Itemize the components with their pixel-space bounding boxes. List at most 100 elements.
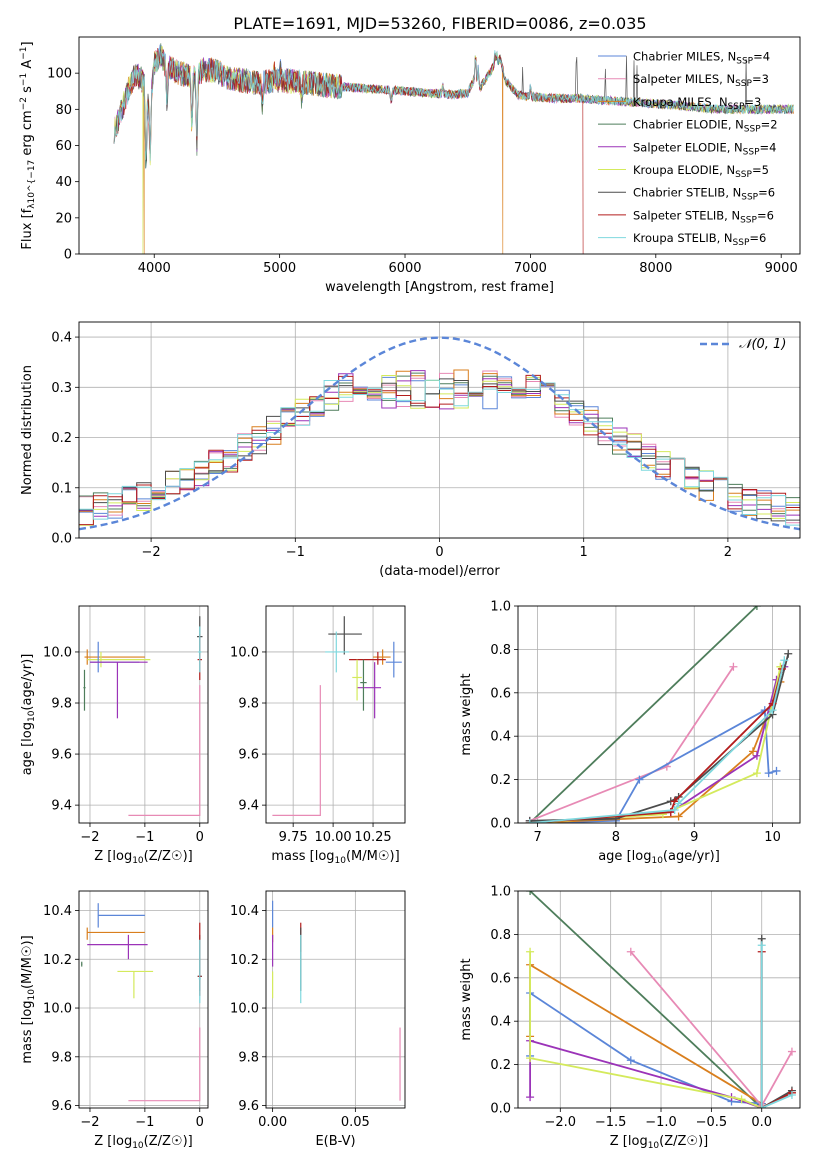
error-bars (272, 616, 402, 816)
axes-frame (517, 605, 801, 824)
series-marker (626, 947, 635, 956)
series-line (529, 951, 763, 1108)
weight-series (526, 891, 796, 1108)
error-bar-kroupa-stelib (300, 934, 302, 1004)
label-part: mass weight (459, 673, 474, 755)
series-marker (787, 1047, 796, 1056)
label-part: =4 (753, 50, 770, 64)
error-bar-chabrier-miles (385, 641, 402, 678)
x-axis-label: age [log10​(age/yr)] (598, 849, 720, 866)
y-tick-label: 10.0 (43, 1002, 72, 1017)
series-marker (674, 799, 683, 808)
series-chabrier-elodie (526, 891, 766, 1108)
x-tick-label: 5000 (263, 261, 296, 276)
y-tick-label: 0.0 (490, 1102, 511, 1117)
y-tick-label: 9.6 (238, 748, 259, 763)
label-part: age [log (598, 849, 651, 864)
x-tick-label: 0.0 (751, 1115, 772, 1130)
y-tick-label: 9.4 (238, 799, 259, 814)
y-tick-label: 0.1 (51, 481, 72, 496)
series-marker (752, 606, 761, 610)
series-line (760, 951, 793, 1108)
error-bar-kroupa-elodie (117, 970, 154, 999)
axes-frame (78, 321, 801, 539)
z-mass-panel: −2 −1 0 9.6 9.8 10.0 10.2 10.4 Z [log10​(Z/Z☉)] m… (20, 890, 209, 1151)
series-marker (757, 1104, 766, 1108)
axes-frame (265, 890, 406, 1109)
series-marker (526, 1093, 535, 1102)
label-part: Z [log (610, 1134, 648, 1149)
grid-lines (79, 606, 208, 823)
legend: Chabrier MILES, NSSP​=4 Salpeter MILES, N… (598, 50, 778, 248)
x-tick-label: 0 (196, 830, 204, 845)
y-tick-label: 0.0 (490, 817, 511, 832)
y-tick-label: 1.0 (490, 600, 511, 615)
label-part: (data-model)/error (379, 564, 500, 579)
label-part: (Z/Z☉)] (659, 1134, 708, 1149)
series-line (529, 666, 786, 823)
error-bar-salpeter-elodie (87, 934, 148, 960)
label-subscript: 10 (132, 1141, 144, 1151)
y-tick-label: 0.8 (490, 643, 511, 658)
x-tick-label: 7000 (514, 261, 547, 276)
label-part: Salpeter ELODIE, N (633, 140, 743, 154)
series-marker (526, 891, 535, 895)
axis-ticks: 0.00 0.05 9.6 9.8 10.0 10.2 10.4 (230, 904, 370, 1130)
label-part: A (20, 60, 35, 73)
series-line (529, 963, 763, 1105)
error-bar-chabrier-elodie (83, 669, 86, 711)
legend-label: Kroupa ELODIE, NSSP​=5 (633, 163, 769, 180)
axis-ticks: −2 −1 0 9.6 9.8 10.0 10.2 10.4 (43, 904, 204, 1130)
label-subscript: 10 (27, 710, 37, 722)
y-tick-label: 10.0 (230, 645, 259, 660)
label-part: mass [log (271, 849, 334, 864)
label-subscript: SSP (733, 238, 750, 248)
axes-frame (78, 36, 801, 255)
label-subscript: SSP (741, 193, 758, 203)
x-tick-label: 9 (690, 830, 698, 845)
label-part: Salpeter MILES, N (633, 72, 735, 86)
label-subscript: 10 (335, 856, 347, 866)
series-kroupa-stelib (757, 941, 796, 1108)
label-part: Kroupa ELODIE, N (633, 163, 735, 177)
spectrum-panel: 4000 5000 6000 7000 8000 9000 0 20 40 60 80 100 wave… (19, 36, 801, 295)
series-marker (670, 805, 679, 814)
x-axis-label: mass [log10​(M/M☉)] (271, 849, 399, 866)
label-part: =5 (752, 163, 769, 177)
label-subscript: 10 (648, 1141, 660, 1151)
axis-ticks: −2 −1 0 9.4 9.6 9.8 10.0 (43, 645, 204, 845)
y-axis-label: mass weight (459, 958, 474, 1040)
z-age-panel: −2 −1 0 9.4 9.6 9.8 10.0 Z [log10​(Z/Z☉)] age [l… (20, 605, 209, 866)
label-part: Chabrier ELODIE, N (633, 118, 744, 132)
series-kroupa-elodie (526, 947, 766, 1108)
y-axis-label: mass [log10​(M/M☉)] (20, 935, 37, 1063)
histograms (79, 336, 800, 531)
series-kroupa-stelib (525, 656, 789, 823)
axis-ticks: −2.0 −1.5 −1.0 −0.5 0.0 0.0 0.2 0.4 0.6 0.8 1.0 (490, 885, 772, 1131)
label-subscript: SSP (736, 57, 753, 67)
series-marker (780, 656, 789, 665)
grid-lines (266, 606, 405, 823)
label-part: Kroupa STELIB, N (633, 231, 733, 245)
axes-frame (265, 605, 406, 824)
x-tick-label: −1 (135, 1115, 154, 1130)
grid-lines (266, 891, 405, 1108)
y-tick-label: 10.0 (43, 645, 72, 660)
y-tick-label: 10.2 (230, 953, 259, 968)
series-chabrier-miles (525, 706, 781, 823)
legend-label: Chabrier STELIB, NSSP​=6 (633, 186, 775, 203)
y-axis-label: mass weight (459, 673, 474, 755)
label-part: =3 (752, 72, 769, 86)
x-tick-label: 10.00 (314, 830, 351, 845)
label-part: =6 (758, 186, 775, 200)
label-part: =3 (744, 95, 761, 109)
y-tick-label: 60 (55, 139, 72, 154)
label-part: ] (20, 41, 35, 46)
error-bar-salpeter-stelib (300, 922, 302, 952)
x-axis-label: E(B-V) (315, 1134, 355, 1149)
y-axis-label: Normed distribution (20, 365, 35, 495)
x-axis-label: wavelength [Angstrom, rest frame] (325, 280, 554, 295)
label-part: =6 (757, 208, 774, 222)
series-marker (752, 751, 761, 760)
